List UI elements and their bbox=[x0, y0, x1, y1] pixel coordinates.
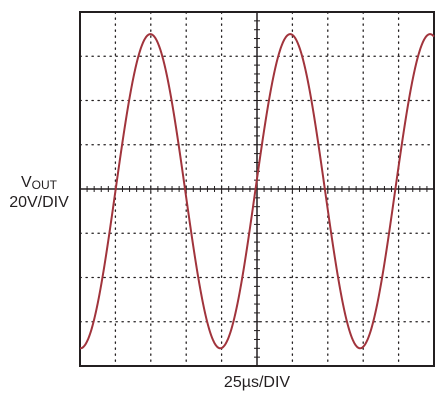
vout-trace bbox=[79, 33, 435, 350]
x-axis-label: 25µs/DIV bbox=[223, 374, 291, 391]
y-label-scale: 20V/DIV bbox=[9, 194, 69, 211]
center-axes bbox=[80, 12, 434, 366]
y-axis-label: VOUT 20V/DIV bbox=[6, 174, 72, 212]
y-label-sub: OUT bbox=[31, 178, 57, 192]
y-label-main: V bbox=[20, 174, 32, 191]
grid bbox=[79, 11, 435, 367]
